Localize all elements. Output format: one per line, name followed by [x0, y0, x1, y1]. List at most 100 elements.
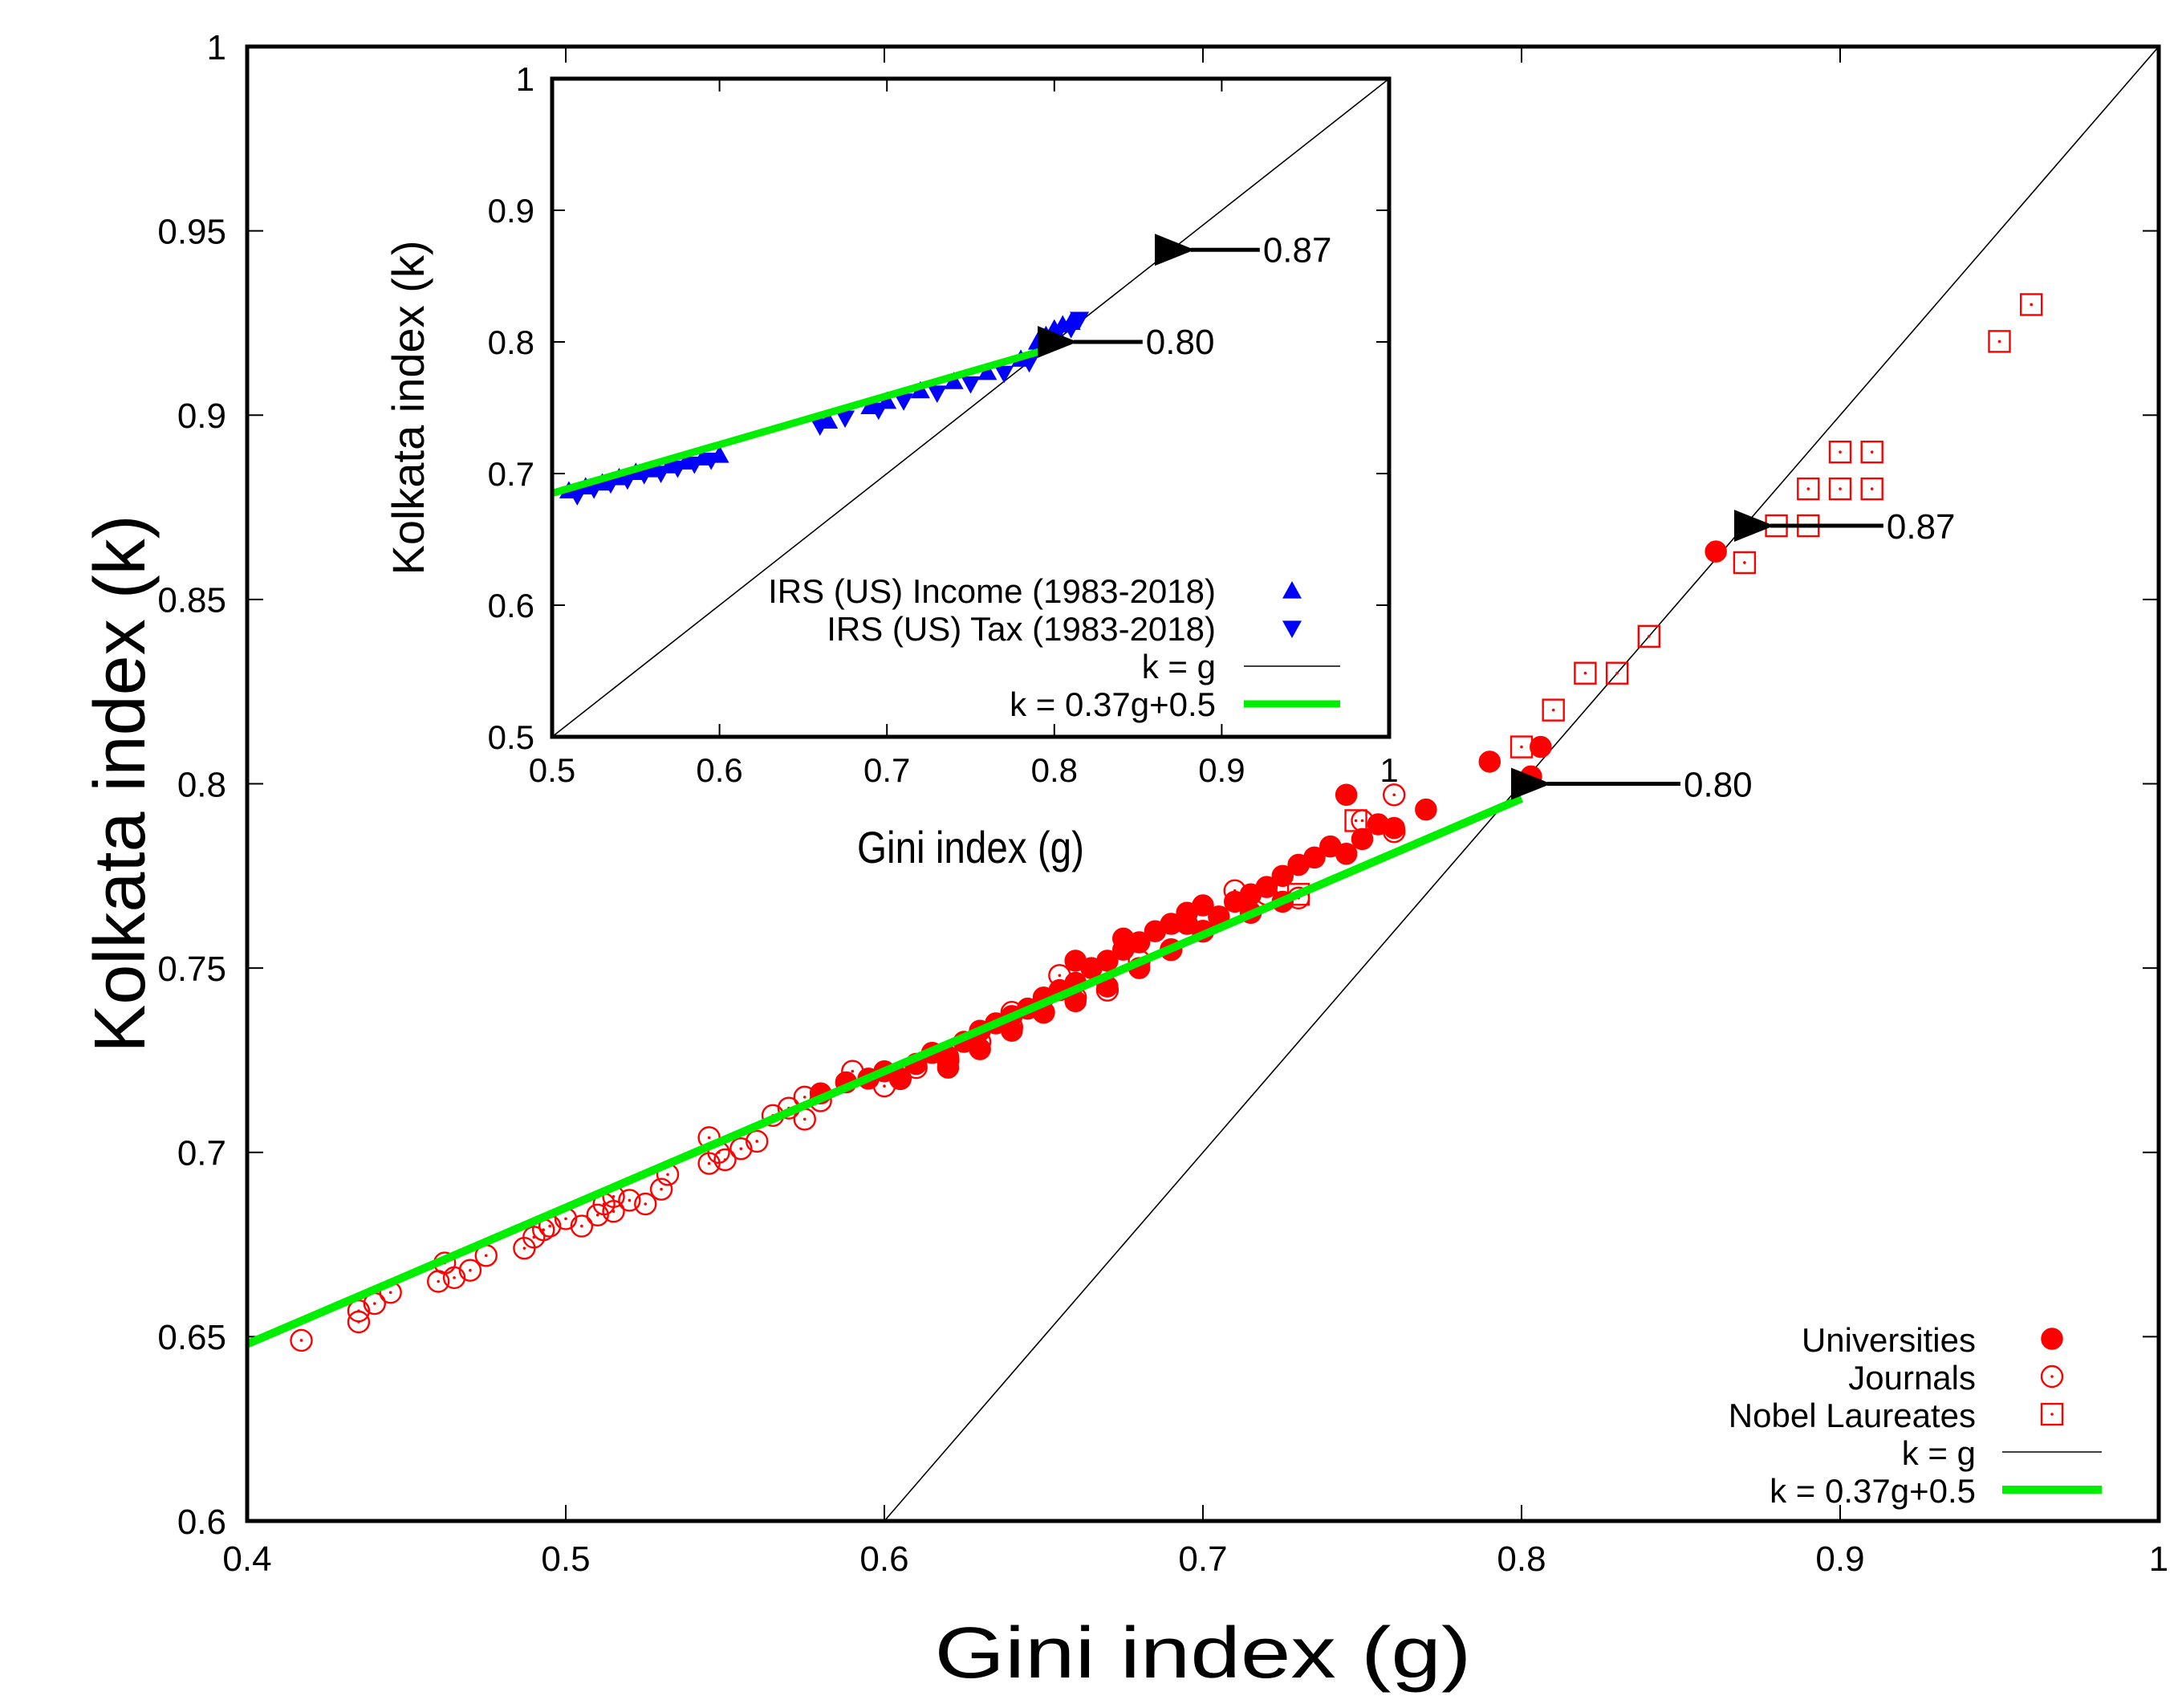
data-point-dot: [666, 1173, 669, 1177]
x-tick-label: 0.8: [1497, 1539, 1546, 1579]
data-point: [651, 466, 671, 483]
data-point: [1112, 927, 1135, 950]
data-point-dot: [1354, 819, 1358, 823]
data-point-ring: [618, 1189, 641, 1212]
data-point: [961, 376, 981, 394]
legend-swatch-dot: [2050, 1375, 2054, 1378]
data-point-ring: [458, 1259, 482, 1282]
y-tick-label: 0.9: [488, 192, 534, 230]
y-tick-label: 0.6: [488, 587, 534, 624]
data-point-ring: [442, 1266, 466, 1290]
data-point: [1988, 330, 2011, 353]
data-point: [567, 488, 587, 506]
data-point-box: [2019, 293, 2043, 316]
data-point-dot: [437, 1279, 440, 1283]
data-point: [442, 1266, 466, 1290]
legend-swatch: [2040, 1364, 2064, 1389]
annotations: 0.87 0.80: [1037, 230, 1332, 362]
data-point-dot: [548, 1224, 551, 1228]
legend-label: k = 0.37g+0.5: [1770, 1472, 1976, 1510]
y-tick-label: 1: [207, 28, 226, 67]
data-point: [1303, 846, 1326, 869]
data-point: [1070, 311, 1090, 330]
legend-label: Nobel Laureates: [1729, 1397, 1976, 1434]
data-point: [1797, 477, 1820, 501]
legend-label: k = 0.37g+0.5: [1010, 685, 1216, 723]
data-point-dot: [453, 1276, 456, 1279]
data-point: [1542, 698, 1565, 722]
data-point: [1271, 864, 1294, 888]
data-point-dot: [707, 1161, 711, 1165]
data-point: [746, 1129, 769, 1153]
data-point: [290, 1328, 313, 1352]
data-point-dot: [1106, 988, 1109, 992]
data-point: [713, 1148, 737, 1172]
y-tick-label: 0.85: [157, 581, 226, 620]
data-point-dot: [1870, 450, 1874, 453]
x-tick-label: 0.7: [863, 751, 910, 789]
data-point: [458, 1259, 482, 1282]
data-point-dot: [612, 1195, 616, 1198]
data-point: [977, 362, 998, 380]
data-point-ring: [1223, 879, 1246, 902]
data-point-box: [1605, 661, 1629, 685]
data-point-ring: [746, 1129, 769, 1153]
data-point: [1223, 879, 1246, 902]
x-tick-label: 0.6: [859, 1539, 908, 1579]
data-point-dot: [2030, 303, 2033, 307]
legend-label: IRS (US) Income (1983-2018): [768, 572, 1216, 610]
legend-label: k = g: [1142, 648, 1216, 685]
data-point: [1828, 477, 1852, 501]
data-point: [927, 385, 947, 403]
data-point: [1520, 765, 1542, 788]
y-tick-label: 0.7: [488, 455, 534, 493]
data-point: [810, 418, 830, 436]
plot-frame: [245, 44, 2161, 1523]
data-point-dot: [803, 1117, 807, 1121]
data-point: [618, 1189, 641, 1212]
data-point: [969, 1038, 991, 1060]
inset-chart: 0.5 0.6 0.7 0.8 0.9 1 0.5 0.6 0.7 0.8 0.9 1 0.87 0.80…: [383, 60, 1399, 873]
x-tick-label: 0.5: [529, 751, 575, 789]
legend-swatch-box: [2040, 1402, 2064, 1426]
data-point-ring: [586, 1203, 609, 1227]
data-point: [894, 393, 914, 411]
annotation-label: 0.87: [1263, 230, 1332, 270]
data-point-dot: [1074, 996, 1077, 999]
x-tick-label: 0.8: [1031, 751, 1078, 789]
data-point-box: [1574, 661, 1597, 685]
data-point-box: [1344, 809, 1367, 832]
data-point: [2019, 293, 2043, 316]
data-point-dot: [644, 1202, 648, 1206]
x-axis-title: Gini index (g): [935, 1612, 1472, 1694]
series-nobel-laureates: [1286, 293, 2043, 906]
data-point: [1064, 950, 1087, 972]
data-point: [1574, 661, 1597, 685]
data-point: [868, 402, 888, 421]
y-tick-label: 0.7: [177, 1134, 226, 1173]
data-point: [1344, 809, 1367, 832]
data-point: [835, 410, 855, 429]
data-point-ring: [1382, 783, 1406, 807]
data-point-dot: [1058, 974, 1062, 978]
data-point-dot: [803, 1096, 807, 1099]
data-point-dot: [542, 1228, 546, 1231]
data-point-dot: [978, 1040, 981, 1043]
data-point-dot: [946, 1059, 950, 1062]
data-point-box: [1797, 477, 1820, 501]
data-point: [1860, 477, 1883, 501]
data-point-ring: [290, 1328, 313, 1352]
data-point: [1605, 661, 1629, 685]
data-point-ring: [634, 1192, 657, 1216]
data-point-dot: [1042, 1011, 1046, 1015]
data-point: [634, 1192, 657, 1216]
data-point: [1335, 843, 1358, 865]
data-point: [1255, 876, 1278, 898]
data-point-box: [1510, 735, 1534, 758]
data-point-dot: [1392, 830, 1396, 834]
data-point-ring: [713, 1148, 737, 1172]
y-tick-label: 0.95: [157, 212, 226, 251]
data-point: [1192, 894, 1214, 917]
legend-swatch: [2040, 1402, 2064, 1426]
